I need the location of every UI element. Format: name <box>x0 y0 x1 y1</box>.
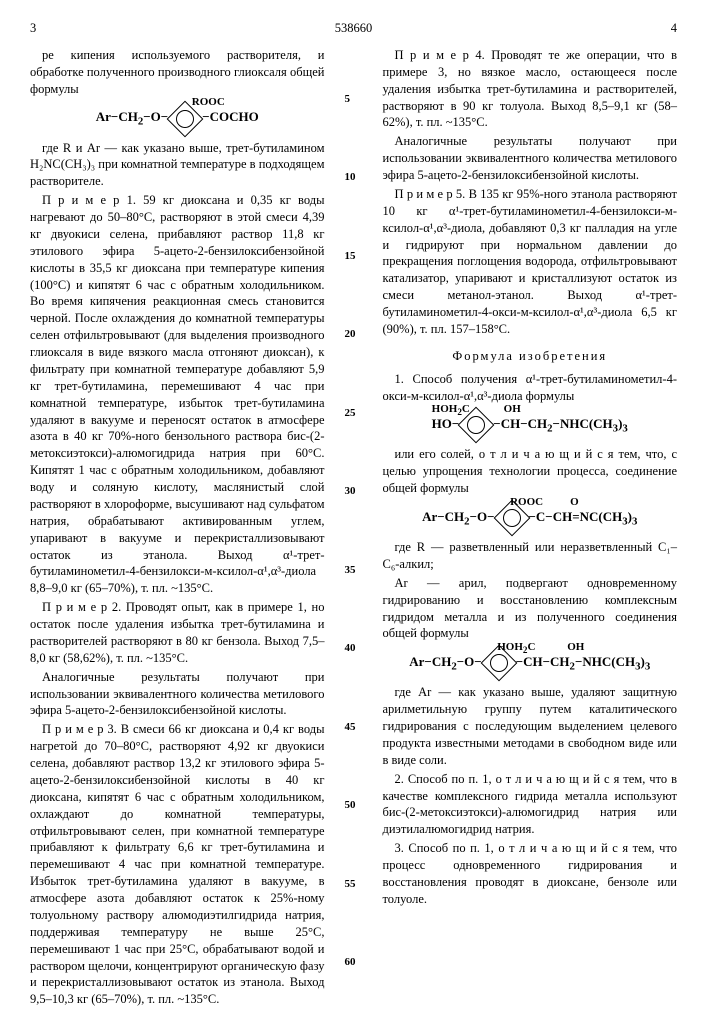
para: П р и м е р 3. В смеси 66 кг диоксана и … <box>30 721 325 1008</box>
line-num: 50 <box>345 798 363 813</box>
claim: 1. Способ получения α¹-трет-бутиламиноме… <box>383 371 678 405</box>
page-right: 4 <box>671 20 677 37</box>
claims-heading: Формула изобретения <box>383 348 678 365</box>
chemical-formula: ROOC O Ar−CH2−O−−C−CH=NC(CH3)3 <box>383 505 678 531</box>
page-left: 3 <box>30 20 36 37</box>
line-num: 40 <box>345 641 363 656</box>
two-column-layout: ре кипения используемого растворителя, и… <box>30 47 677 1010</box>
para: где R и Ar — как указано выше, трет-бути… <box>30 140 325 191</box>
line-num: 10 <box>345 170 363 185</box>
left-column: ре кипения используемого растворителя, и… <box>30 47 325 1010</box>
line-num: 55 <box>345 877 363 892</box>
claim: Ar — арил, подвергают одновременному гид… <box>383 575 678 643</box>
para: П р и м е р 1. 59 кг диоксана и 0,35 кг … <box>30 192 325 597</box>
claim: где R — разветвленный или неразветвленны… <box>383 539 678 573</box>
para: П р и м е р 4. Проводят те же операции, … <box>383 47 678 131</box>
para: Аналогичные результаты получают при испо… <box>383 133 678 184</box>
line-num: 20 <box>345 327 363 342</box>
doc-number: 538660 <box>335 20 373 37</box>
para: П р и м е р 5. В 135 кг 95%-ного этанола… <box>383 186 678 338</box>
para: П р и м е р 2. Проводят опыт, как в прим… <box>30 599 325 667</box>
chemical-formula: HOH2C OH Ar−CH2−O−−CH−CH2−NHC(CH3)3 <box>383 650 678 676</box>
line-num: 5 <box>345 92 363 107</box>
line-number-gutter: 5 10 15 20 25 30 35 40 45 50 55 60 <box>345 47 363 1010</box>
header-row: 3 538660 4 <box>30 20 677 37</box>
chemical-formula: HOH2C OH HO−−CH−CH2−NHC(CH3)3 <box>383 412 678 438</box>
claim: 2. Способ по п. 1, о т л и ч а ю щ и й с… <box>383 771 678 839</box>
para: ре кипения используемого растворителя, и… <box>30 47 325 98</box>
right-column: П р и м е р 4. Проводят те же операции, … <box>383 47 678 1010</box>
claim: где Ar — как указано выше, удаляют защит… <box>383 684 678 768</box>
para: Аналогичные результаты получают при испо… <box>30 669 325 720</box>
claim: или его солей, о т л и ч а ю щ и й с я т… <box>383 446 678 497</box>
line-num: 15 <box>345 249 363 264</box>
chemical-formula: ROOC Ar−CH2−O−−COCHO <box>30 106 325 132</box>
line-num: 25 <box>345 406 363 421</box>
line-num: 30 <box>345 484 363 499</box>
line-num: 35 <box>345 563 363 578</box>
line-num: 60 <box>345 955 363 970</box>
claim: 3. Способ по п. 1, о т л и ч а ю щ и й с… <box>383 840 678 908</box>
line-num: 45 <box>345 720 363 735</box>
